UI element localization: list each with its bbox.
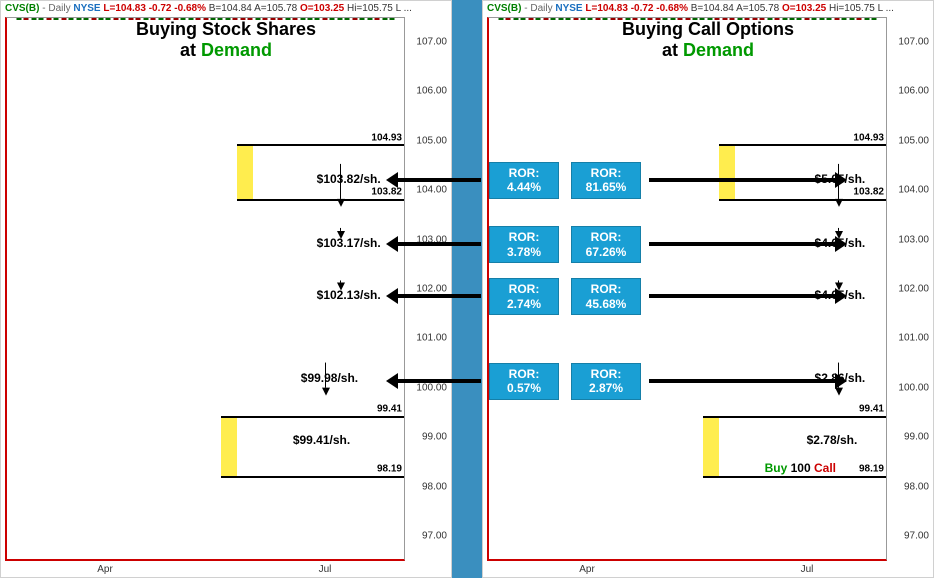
ticker-bar: CVS(B) - Daily NYSE L=104.83 -0.72 -0.68… <box>5 3 412 14</box>
price-line-label: 103.82 <box>371 187 402 198</box>
price-arrow <box>340 280 341 282</box>
left-panel: CVS(B) - Daily NYSE L=104.83 -0.72 -0.68… <box>0 0 452 578</box>
demand-zone <box>719 144 735 199</box>
y-tick: 97.00 <box>422 531 447 542</box>
y-tick: 104.00 <box>898 185 929 196</box>
y-tick: 99.00 <box>422 432 447 443</box>
y-tick: 104.00 <box>416 185 447 196</box>
y-tick: 103.00 <box>898 234 929 245</box>
y-axis: 97.00 98.00 99.00 100.00 101.00 102.00 103.00 1… <box>887 17 933 561</box>
left-chart-title: Buying Stock Sharesat Demand <box>136 19 316 61</box>
price-line <box>221 416 404 418</box>
x-axis: Apr Jul <box>487 561 887 575</box>
y-tick: 101.00 <box>898 333 929 344</box>
y-tick: 107.00 <box>898 36 929 47</box>
price-line-label: 104.93 <box>853 132 884 143</box>
demand-zone <box>237 144 253 199</box>
right-panel: CVS(B) - Daily NYSE L=104.83 -0.72 -0.68… <box>482 0 934 578</box>
comparison-container: CVS(B) - Daily NYSE L=104.83 -0.72 -0.68… <box>0 0 934 578</box>
y-tick: 100.00 <box>898 382 929 393</box>
y-tick: 106.00 <box>898 86 929 97</box>
price-per-share-label: $2.86/sh. <box>815 371 866 385</box>
price-per-share-label: $102.13/sh. <box>317 288 381 302</box>
price-line-label: 99.41 <box>377 404 402 415</box>
price-arrow <box>340 228 341 231</box>
chart-area: 104.93 103.82 99.41 98.19 $103.82/sh. $103.17… <box>5 17 405 561</box>
demand-zone <box>221 416 237 476</box>
price-line-label: 99.41 <box>859 404 884 415</box>
y-tick: 105.00 <box>898 135 929 146</box>
x-tick: Jul <box>801 564 814 575</box>
y-tick: 102.00 <box>416 284 447 295</box>
price-per-share-label: $2.78/sh. <box>807 433 858 447</box>
price-line <box>703 416 886 418</box>
y-tick: 101.00 <box>416 333 447 344</box>
price-per-share-label: $103.17/sh. <box>317 236 381 250</box>
y-tick: 100.00 <box>416 382 447 393</box>
price-line <box>719 144 886 146</box>
price-per-share-label: $5.05/sh. <box>815 172 866 186</box>
price-per-share-label: $103.82/sh. <box>317 172 381 186</box>
right-chart-title: Buying Call Optionsat Demand <box>622 19 794 61</box>
x-axis: Apr Jul <box>5 561 405 575</box>
price-arrow <box>325 363 326 388</box>
price-line-label: 98.19 <box>859 464 884 475</box>
price-line <box>237 144 404 146</box>
chart-area: 104.93103.8299.4198.19$5.05/sh.$4.65/sh.… <box>487 17 887 561</box>
price-line <box>719 199 886 201</box>
demand-zone <box>703 416 719 476</box>
x-tick: Apr <box>97 564 113 575</box>
price-line-label: 104.93 <box>371 132 402 143</box>
x-tick: Apr <box>579 564 595 575</box>
price-line-label: 103.82 <box>853 187 884 198</box>
price-arrow <box>838 280 839 282</box>
y-tick: 106.00 <box>416 86 447 97</box>
y-tick: 105.00 <box>416 135 447 146</box>
price-line <box>221 476 404 478</box>
price-per-share-label: $99.41/sh. <box>293 433 350 447</box>
price-arrow <box>838 228 839 231</box>
price-line <box>703 476 886 478</box>
price-line <box>237 199 404 201</box>
y-tick: 98.00 <box>422 481 447 492</box>
buy-call-label: Buy 100 Call <box>765 461 836 475</box>
y-tick: 107.00 <box>416 36 447 47</box>
price-line-label: 98.19 <box>377 464 402 475</box>
y-tick: 97.00 <box>904 531 929 542</box>
y-tick: 99.00 <box>904 432 929 443</box>
y-tick: 98.00 <box>904 481 929 492</box>
y-axis: 97.00 98.00 99.00 100.00 101.00 102.00 103.00 1… <box>405 17 451 561</box>
y-tick: 102.00 <box>898 284 929 295</box>
ticker-bar: CVS(B) - Daily NYSE L=104.83 -0.72 -0.68… <box>487 3 894 14</box>
center-divider <box>452 0 482 578</box>
y-tick: 103.00 <box>416 234 447 245</box>
x-tick: Jul <box>319 564 332 575</box>
price-per-share-label: $99.98/sh. <box>301 371 358 385</box>
